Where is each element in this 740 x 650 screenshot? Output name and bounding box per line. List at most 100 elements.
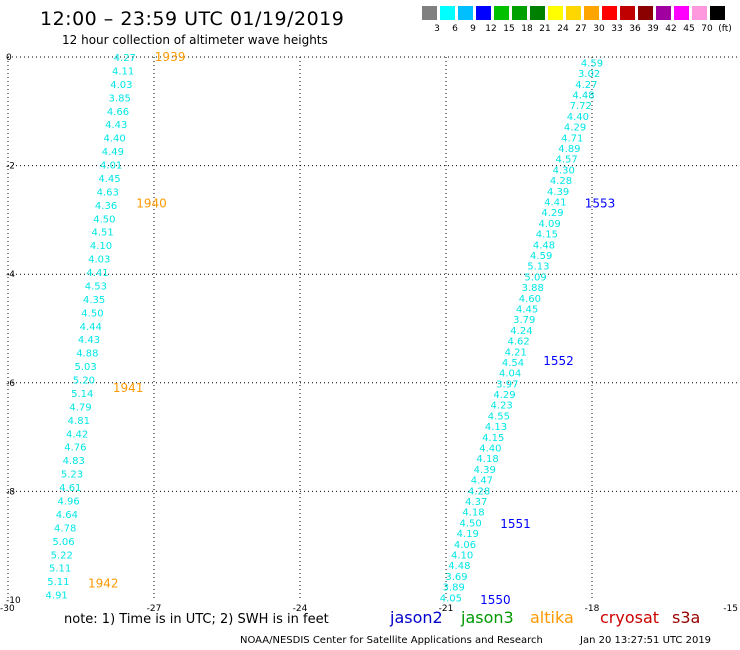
- scale-label: (ft): [718, 24, 732, 34]
- longitude-tick-label: -15: [723, 604, 738, 614]
- wave-height-value: 4.48: [572, 91, 594, 102]
- wave-height-value: 4.40: [479, 444, 501, 455]
- wave-height-value: 4.78: [54, 523, 76, 534]
- wave-height-value: 5.06: [52, 537, 74, 548]
- wave-height-value: 4.43: [78, 335, 100, 346]
- pass-time-label: 1941: [113, 381, 144, 395]
- wave-height-value: 4.54: [502, 358, 524, 369]
- wave-height-value: 5.22: [51, 550, 73, 561]
- scale-swatch: [548, 6, 563, 20]
- track-altika: 4.27 4.11 4.03 3.85 4.66 4.43 4.40 4.49 4.01 4.45…: [46, 50, 186, 602]
- pass-time-label: 1942: [88, 577, 119, 591]
- longitude-tick-label: -24: [293, 604, 308, 614]
- scale-label: 9: [470, 24, 476, 34]
- wave-height-value: 5.09: [524, 272, 546, 283]
- scale-label: 36: [629, 24, 641, 34]
- wave-height-value: 3.02: [578, 69, 600, 80]
- scale-swatch: [656, 6, 671, 20]
- wave-height-value: 4.13: [485, 422, 507, 433]
- scale-label: 6: [452, 24, 458, 34]
- wave-height-value: 4.27: [114, 53, 136, 64]
- generation-timestamp: Jan 20 13:27:51 UTC 2019: [580, 635, 712, 646]
- wave-height-value: 4.10: [451, 550, 473, 561]
- wave-height-value: 4.50: [81, 308, 103, 319]
- scale-label: 3: [434, 24, 440, 34]
- wave-height-value: 4.28: [468, 486, 490, 497]
- scale-swatch: [692, 6, 707, 20]
- wave-height-value: 4.28: [550, 176, 572, 187]
- wave-height-value: 4.03: [88, 255, 110, 266]
- wave-height-value: 4.76: [64, 443, 86, 454]
- map-subtitle: 12 hour collection of altimeter wave hei…: [62, 33, 328, 47]
- scale-swatch: [566, 6, 581, 20]
- scale-swatch: [530, 6, 545, 20]
- pass-time-label: 1939: [155, 50, 186, 64]
- wave-height-value: 4.96: [57, 496, 79, 507]
- wave-height-value: 5.23: [61, 470, 83, 481]
- wave-height-value: 4.29: [541, 208, 563, 219]
- wave-height-value: 4.39: [547, 187, 569, 198]
- wave-height-value: 4.50: [93, 214, 115, 225]
- wave-height-value: 4.40: [103, 134, 125, 145]
- wave-height-value: 4.21: [505, 347, 527, 358]
- wave-height-value: 4.59: [581, 58, 603, 69]
- wave-height-value: 4.10: [90, 241, 112, 252]
- wave-height-value: 4.43: [105, 120, 127, 131]
- scale-label: 39: [647, 24, 659, 34]
- wave-height-value: 3.89: [443, 583, 465, 594]
- scale-label: 18: [521, 24, 533, 34]
- wave-height-value: 4.60: [519, 294, 541, 305]
- mission-legend-jason2: jason2: [390, 608, 443, 627]
- wave-height-value: 4.47: [471, 476, 493, 487]
- longitude-tick-label: -30: [0, 604, 15, 614]
- wave-height-value: 5.03: [74, 362, 96, 373]
- scale-label: 12: [485, 24, 497, 34]
- longitude-tick-label: -18: [585, 604, 600, 614]
- lat-lon-grid: [7, 56, 738, 600]
- wave-height-value: 4.40: [567, 112, 589, 123]
- pass-time-label: 1940: [136, 197, 167, 211]
- wave-height-value: 4.01: [100, 161, 122, 172]
- footer-note: note: 1) Time is in UTC; 2) SWH is in fe…: [64, 612, 329, 627]
- wave-height-value: 4.88: [76, 349, 98, 360]
- scale-label: 70: [701, 24, 713, 34]
- wave-height-value: 4.66: [107, 107, 129, 118]
- wave-height-value: 4.03: [110, 80, 132, 91]
- wave-height-value: 4.63: [97, 187, 119, 198]
- scale-label: 21: [539, 24, 551, 34]
- wave-height-value: 4.53: [85, 281, 107, 292]
- wave-height-value: 4.59: [530, 251, 552, 262]
- wave-height-value: 3.79: [513, 315, 535, 326]
- track-jason2: 4.593.024.274.487.724.404.294.714.894.57…: [440, 58, 616, 607]
- wave-height-value: 4.51: [92, 228, 114, 239]
- wave-height-value: 4.41: [544, 197, 566, 208]
- scale-swatch: [422, 6, 437, 20]
- wave-height-value: 3.85: [109, 93, 131, 104]
- wave-height-value: 7.72: [570, 101, 592, 112]
- wave-height-value: 4.48: [533, 240, 555, 251]
- longitude-tick-label: -21: [439, 604, 454, 614]
- scale-swatch: [458, 6, 473, 20]
- scale-label: 27: [575, 24, 587, 34]
- wave-height-value: 4.71: [561, 133, 583, 144]
- wave-height-value: 4.89: [558, 144, 580, 155]
- wave-height-value: 4.29: [564, 123, 586, 134]
- wave-height-value: 4.45: [516, 304, 538, 315]
- wave-height-value: 4.09: [539, 219, 561, 230]
- latitude-tick-label: -4: [6, 270, 15, 280]
- wave-height-value: 4.48: [448, 561, 470, 572]
- wave-height-value: 4.42: [66, 429, 88, 440]
- scale-label: 24: [557, 24, 569, 34]
- latitude-tick-label: -10: [6, 596, 21, 606]
- mission-legend-cryosat: cryosat: [600, 608, 660, 627]
- longitude-tick-label: -27: [147, 604, 162, 614]
- scale-swatch: [512, 6, 527, 20]
- scale-swatch: [638, 6, 653, 20]
- map-title: 12:00 – 23:59 UTC 01/19/2019: [40, 8, 345, 30]
- wave-height-value: 4.24: [510, 326, 532, 337]
- scale-label: 42: [665, 24, 677, 34]
- scale-swatch: [620, 6, 635, 20]
- wave-height-value: 4.37: [465, 497, 487, 508]
- scale-swatch: [440, 6, 455, 20]
- wave-height-value: 4.62: [507, 337, 529, 348]
